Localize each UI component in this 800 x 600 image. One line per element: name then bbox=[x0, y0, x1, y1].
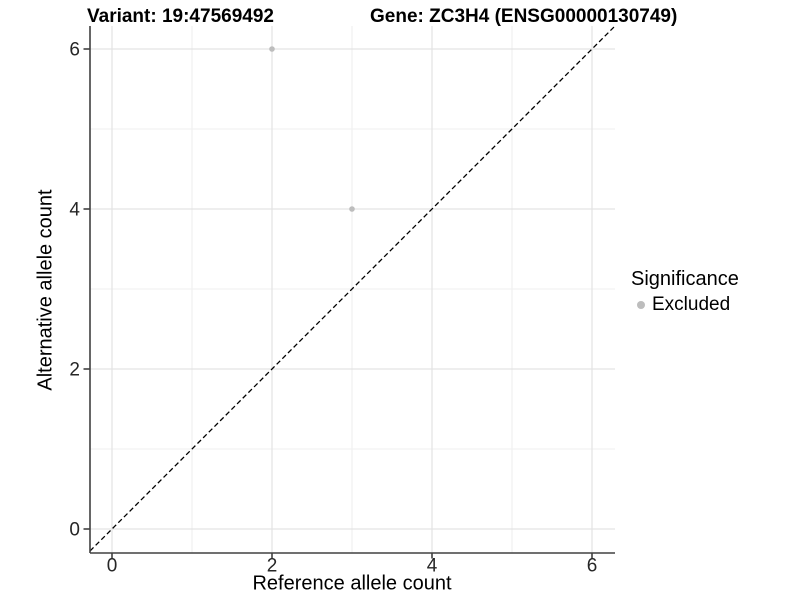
y-tick-label: 0 bbox=[69, 520, 80, 541]
tick-marks bbox=[83, 48, 593, 559]
x-axis-title: Reference allele count bbox=[252, 572, 452, 595]
data-point bbox=[269, 46, 275, 52]
tick-labels: 0 2 4 6 0 2 4 6 bbox=[69, 40, 597, 577]
x-tick-label: 0 bbox=[107, 556, 118, 577]
x-tick-label: 4 bbox=[427, 556, 438, 577]
identity-line bbox=[89, 25, 616, 552]
x-tick-label: 6 bbox=[587, 556, 598, 577]
axis-lines bbox=[89, 26, 615, 554]
plot-title-variant: Variant: 19:47569492 bbox=[87, 6, 274, 27]
y-tick-label: 2 bbox=[69, 360, 80, 381]
y-axis-title: Alternative allele count bbox=[34, 189, 57, 391]
grid-major bbox=[90, 26, 615, 553]
legend-point-icon bbox=[637, 301, 645, 309]
legend-title: Significance bbox=[631, 268, 739, 290]
data-points bbox=[269, 46, 355, 212]
x-tick-label: 2 bbox=[267, 556, 278, 577]
data-point bbox=[349, 206, 355, 212]
legend: Significance Excluded bbox=[631, 268, 739, 316]
plot-title-gene: Gene: ZC3H4 (ENSG00000130749) bbox=[370, 6, 678, 27]
legend-item-excluded: Excluded bbox=[631, 294, 739, 316]
y-tick-label: 6 bbox=[69, 40, 80, 61]
grid-minor bbox=[90, 26, 615, 553]
y-tick-label: 4 bbox=[69, 200, 80, 221]
legend-item-label: Excluded bbox=[652, 294, 731, 315]
